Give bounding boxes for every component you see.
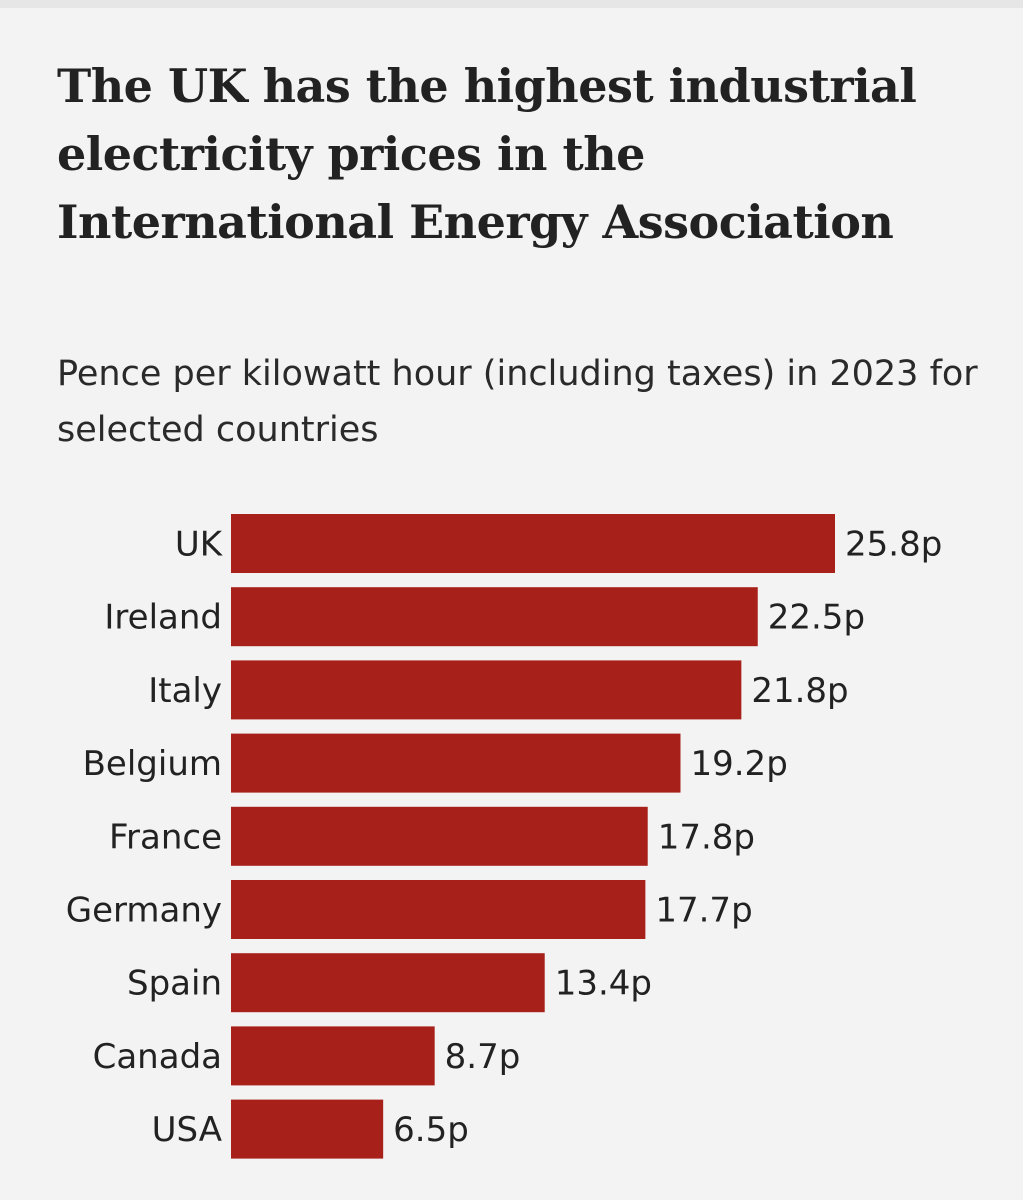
bar-chart: UK 25.8p Ireland 22.5p Italy 21.8p Belgium 19.2… xyxy=(66,514,942,1159)
category-label-germany: Germany xyxy=(66,891,222,931)
bar-ireland xyxy=(231,587,758,647)
value-label-italy: 21.8p xyxy=(751,671,848,711)
chart-subtitle: Pence per kilowatt hour (including taxes… xyxy=(57,354,978,450)
category-label-italy: Italy xyxy=(148,671,222,711)
bar-usa xyxy=(231,1099,384,1159)
category-label-uk: UK xyxy=(175,525,224,565)
bar-france xyxy=(231,806,648,866)
bar-italy xyxy=(231,660,742,720)
chart-title: The UK has the highest industrial electr… xyxy=(57,59,917,249)
bar-belgium xyxy=(231,733,681,793)
value-label-france: 17.8p xyxy=(658,817,755,857)
bar-spain xyxy=(231,953,545,1013)
category-label-ireland: Ireland xyxy=(104,598,222,638)
top-divider xyxy=(0,0,1023,8)
category-label-canada: Canada xyxy=(93,1037,222,1077)
value-label-canada: 8.7p xyxy=(445,1037,521,1077)
bar-germany xyxy=(231,880,646,939)
value-label-uk: 25.8p xyxy=(845,525,942,565)
category-label-france: France xyxy=(109,817,222,857)
category-label-spain: Spain xyxy=(127,964,222,1004)
value-label-usa: 6.5p xyxy=(393,1110,469,1150)
category-label-belgium: Belgium xyxy=(83,744,222,784)
value-label-ireland: 22.5p xyxy=(768,598,865,638)
category-label-usa: USA xyxy=(152,1110,222,1150)
bar-uk xyxy=(231,514,835,573)
value-label-belgium: 19.2p xyxy=(690,744,787,784)
bar-canada xyxy=(231,1026,435,1086)
value-label-germany: 17.7p xyxy=(655,891,752,931)
value-label-spain: 13.4p xyxy=(555,964,652,1004)
